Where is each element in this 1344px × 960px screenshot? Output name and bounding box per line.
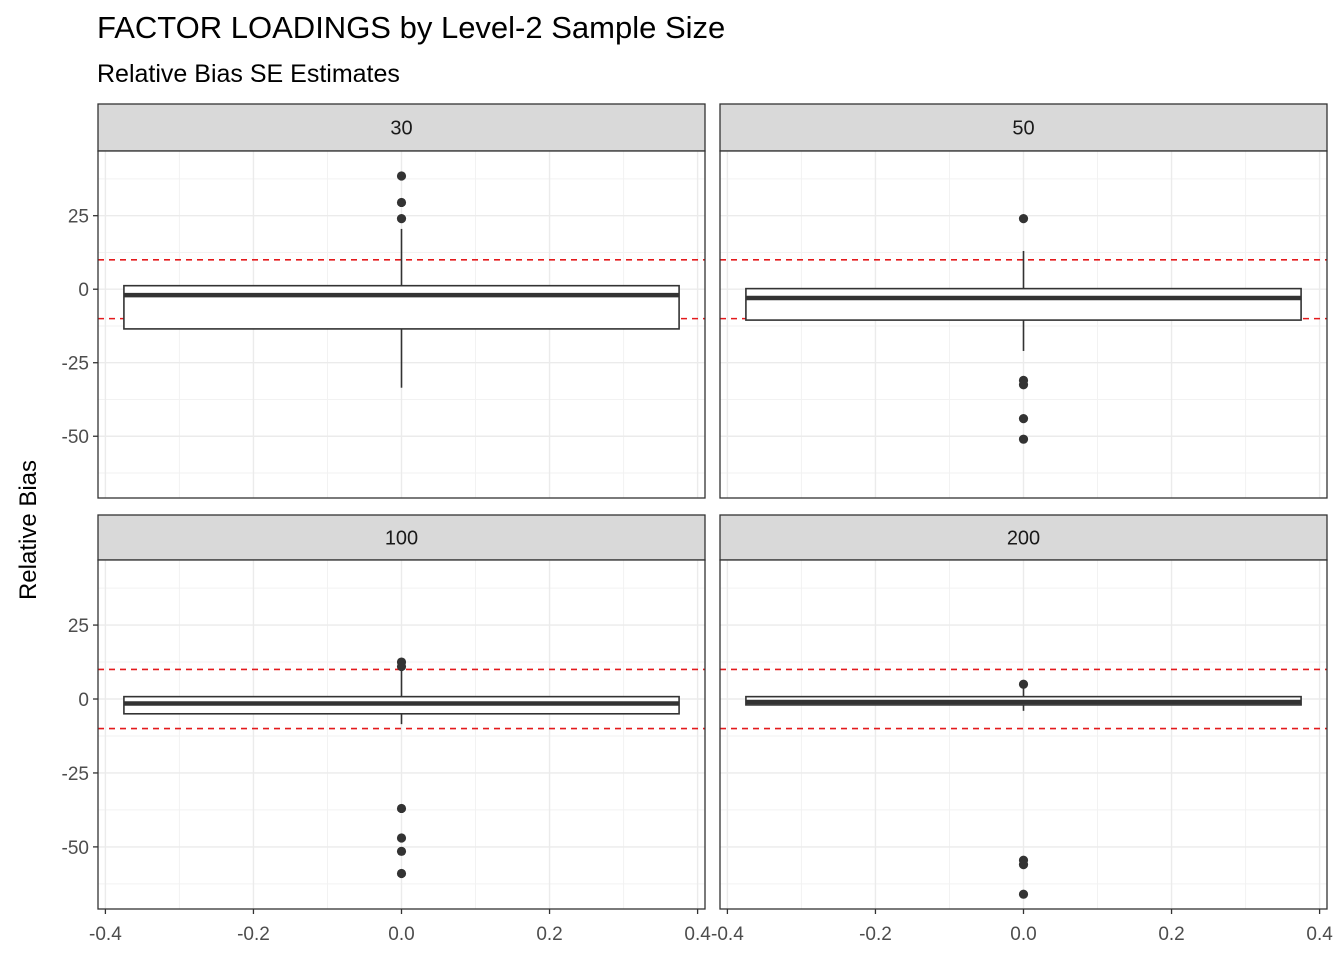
- outlier-point: [396, 833, 407, 843]
- outlier-point: [396, 868, 407, 879]
- y-tick-label: -25: [62, 354, 89, 375]
- x-tick-label: -0.2: [859, 924, 892, 945]
- y-tick-label: -25: [62, 764, 89, 785]
- facet-strip: [719, 514, 1328, 561]
- x-tick-label: 0.4: [1306, 924, 1333, 945]
- outlier-point: [396, 171, 407, 181]
- outlier-point: [1018, 434, 1029, 444]
- outlier-point: [396, 661, 407, 672]
- outlier-point: [1018, 380, 1029, 390]
- outlier-point: [396, 803, 407, 814]
- chart-subtitle: Relative Bias SE Estimates: [97, 60, 400, 88]
- y-tick-label: -50: [62, 427, 89, 448]
- x-tick-label: -0.4: [711, 924, 744, 945]
- outlier-point: [1018, 679, 1029, 689]
- facet-strip-label: 30: [390, 118, 412, 140]
- outlier-point: [396, 214, 407, 224]
- x-tick-label: 0.0: [388, 924, 414, 945]
- y-tick-label: 0: [78, 280, 89, 301]
- x-tick-label: 0.2: [536, 924, 562, 945]
- chart-title: FACTOR LOADINGS by Level-2 Sample Size: [97, 10, 726, 45]
- panel-border: [97, 150, 706, 499]
- facet-strip: [97, 514, 706, 561]
- box-iqr: [745, 287, 1302, 321]
- y-tick-label: 25: [68, 616, 89, 637]
- outlier-point: [396, 197, 407, 208]
- facet-strip: [719, 103, 1328, 152]
- box-iqr: [123, 284, 680, 330]
- x-tick-label: 0.2: [1158, 924, 1184, 945]
- outlier-point: [1018, 214, 1029, 224]
- facet-strip-label: 50: [1012, 118, 1034, 140]
- y-tick-label: 0: [78, 690, 89, 711]
- panel-border: [719, 150, 1328, 499]
- x-tick-label: -0.4: [89, 924, 122, 945]
- x-tick-label: 0.4: [684, 924, 711, 945]
- y-tick-label: 25: [68, 207, 89, 228]
- x-tick-label: -0.2: [237, 924, 270, 945]
- y-tick-label: -50: [62, 838, 89, 859]
- facet-strip-label: 100: [385, 528, 418, 550]
- outlier-point: [1018, 889, 1029, 899]
- outlier-point: [1018, 414, 1029, 424]
- outlier-point: [1018, 860, 1029, 870]
- outlier-point: [396, 846, 407, 856]
- y-axis-title: Relative Bias: [15, 460, 42, 600]
- facet-strip-label: 200: [1007, 528, 1040, 550]
- x-tick-label: 0.0: [1010, 924, 1036, 945]
